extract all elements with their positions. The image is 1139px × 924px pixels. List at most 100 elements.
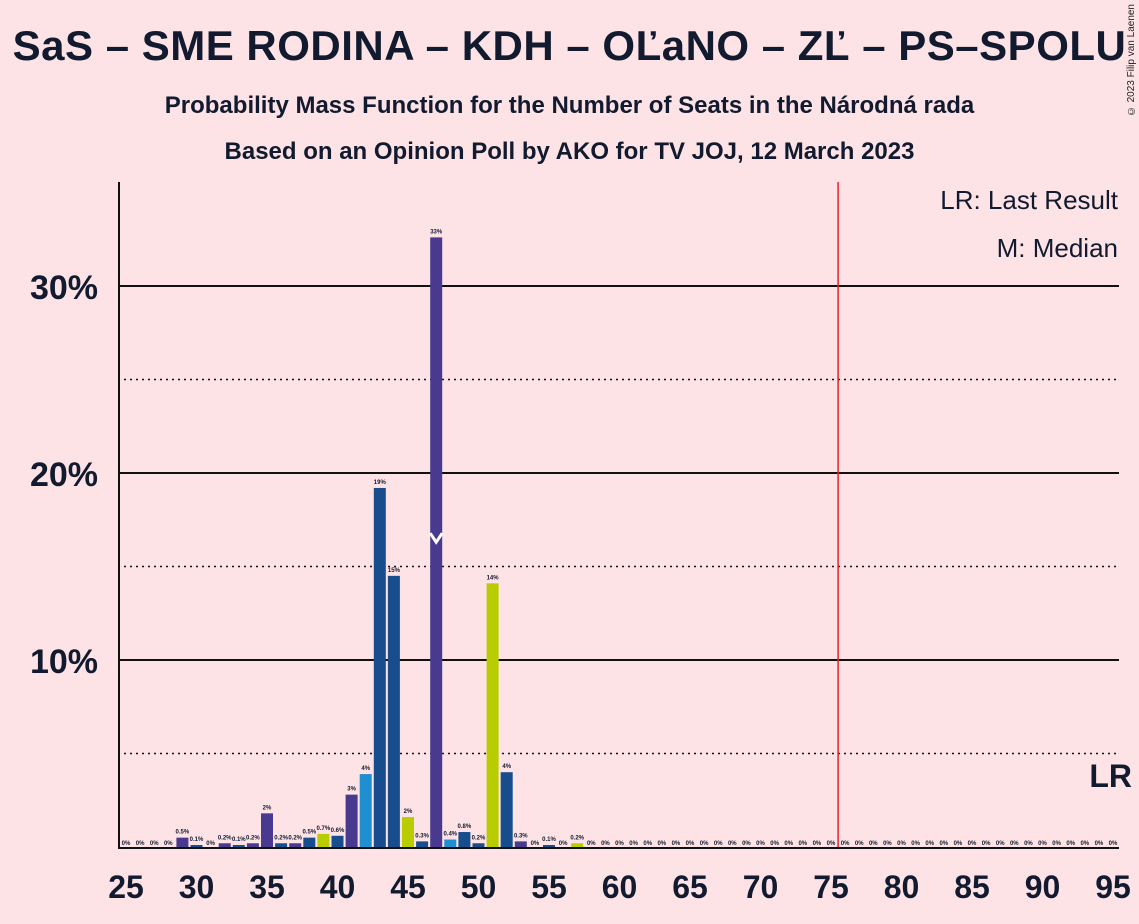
- bar-data-label: 0%: [883, 841, 892, 847]
- bar-data-label: 0.1%: [542, 837, 556, 843]
- bar-data-label: 0.8%: [458, 824, 472, 830]
- y-tick-label: 20%: [30, 456, 98, 494]
- bar-data-label: 0%: [1052, 841, 1061, 847]
- bar-data-label: 0.2%: [246, 835, 260, 841]
- bar-data-label: 0.2%: [218, 835, 232, 841]
- bar: [472, 843, 485, 847]
- bar-data-label: 0.3%: [514, 833, 528, 839]
- bar-data-label: 4%: [502, 764, 511, 770]
- median-marker: [428, 532, 444, 545]
- bar: [359, 774, 372, 847]
- bar-data-label: 0%: [164, 841, 173, 847]
- x-tick-label: 50: [461, 869, 497, 905]
- bar-data-label: 0%: [742, 841, 751, 847]
- bar: [444, 839, 457, 847]
- bar-data-label: 0%: [1038, 841, 1047, 847]
- bar-data-label: 0%: [601, 841, 610, 847]
- bar-data-label: 19%: [374, 480, 387, 486]
- bar-data-label: 0%: [714, 841, 723, 847]
- bar-data-label: 0%: [855, 841, 864, 847]
- x-tick-label: 65: [672, 869, 708, 905]
- bar-data-label: 0.2%: [274, 835, 288, 841]
- bar: [571, 843, 584, 847]
- bar: [317, 833, 330, 847]
- bar-data-label: 0%: [911, 841, 920, 847]
- x-tick-label: 35: [249, 869, 285, 905]
- bar: [331, 835, 344, 847]
- x-tick-label: 75: [813, 869, 849, 905]
- bar: [543, 845, 555, 847]
- bar-data-label: 0%: [939, 841, 948, 847]
- x-tick-label: 60: [602, 869, 638, 905]
- x-tick-label: 45: [390, 869, 426, 905]
- x-tick-label: 55: [531, 869, 567, 905]
- bar-data-label: 4%: [361, 766, 370, 772]
- bar-data-label: 0%: [686, 841, 695, 847]
- bar: [387, 575, 400, 847]
- bar-data-label: 0%: [657, 841, 666, 847]
- bar-data-label: 0%: [756, 841, 765, 847]
- x-tick-label: 40: [320, 869, 356, 905]
- bar-data-label: 0%: [700, 841, 709, 847]
- y-tick-label: 10%: [30, 643, 98, 681]
- x-tick-label: 30: [179, 869, 215, 905]
- bar: [190, 845, 203, 847]
- legend-median: M: Median: [997, 233, 1118, 263]
- bar-data-label: 0%: [869, 841, 878, 847]
- chart-subtitle: Probability Mass Function for the Number…: [164, 92, 975, 119]
- bar-data-label: 0%: [150, 841, 159, 847]
- bar-data-label: 0%: [136, 841, 145, 847]
- bar-data-label: 0%: [1080, 841, 1089, 847]
- chart-source-line: Based on an Opinion Poll by AKO for TV J…: [224, 138, 915, 165]
- bar: [373, 487, 386, 847]
- bar-data-label: 0%: [770, 841, 779, 847]
- bar-data-label: 0%: [968, 841, 977, 847]
- x-tick-label: 90: [1025, 869, 1061, 905]
- bar: [514, 841, 527, 847]
- bar-data-label: 0.5%: [176, 830, 190, 836]
- bar-data-label: 0.1%: [190, 837, 204, 843]
- bar-data-label: 2%: [263, 805, 272, 811]
- bar-data-label: 0%: [1109, 841, 1118, 847]
- bar-data-label: 0%: [559, 841, 568, 847]
- bar-data-label: 0%: [982, 841, 991, 847]
- bar: [261, 813, 273, 847]
- bar-data-label: 33%: [430, 229, 443, 235]
- bar-data-label: 0%: [206, 841, 215, 847]
- bar: [486, 583, 499, 847]
- bar-data-label: 15%: [388, 568, 401, 574]
- bar: [500, 772, 513, 847]
- x-tick-label: 80: [884, 869, 920, 905]
- bar-data-label: 0.2%: [472, 835, 486, 841]
- x-tick-label: 95: [1095, 869, 1131, 905]
- bar: [218, 843, 231, 847]
- bar-data-label: 0%: [122, 841, 131, 847]
- bar-data-label: 0.1%: [232, 837, 246, 843]
- x-tick-label: 70: [743, 869, 779, 905]
- bar-data-label: 0%: [587, 841, 596, 847]
- bar: [246, 843, 259, 847]
- bar-data-label: 0%: [897, 841, 906, 847]
- bar-data-label: 0%: [728, 841, 737, 847]
- bar-data-label: 0%: [798, 841, 807, 847]
- bar-data-label: 0%: [1010, 841, 1019, 847]
- bar-data-label: 0%: [629, 841, 638, 847]
- bar-data-label: 0%: [531, 841, 540, 847]
- bar-data-label: 0.3%: [415, 833, 429, 839]
- chart-title: SaS – SME RODINA – KDH – OĽaNO – ZĽ – PS…: [12, 22, 1127, 69]
- bar: [345, 794, 358, 847]
- bar-data-label: 0%: [672, 841, 681, 847]
- bar-data-label: 2%: [404, 809, 413, 815]
- bar-data-label: 0%: [954, 841, 963, 847]
- bar-data-label: 0%: [1024, 841, 1033, 847]
- bar-data-label: 0%: [1066, 841, 1075, 847]
- bar-data-label: 0.2%: [570, 835, 584, 841]
- bar: [402, 817, 414, 847]
- bar-data-label: 0%: [643, 841, 652, 847]
- bar-data-label: 0%: [615, 841, 624, 847]
- bar-data-label: 0%: [813, 841, 822, 847]
- bar-data-label: 0.6%: [331, 828, 345, 834]
- bar: [232, 845, 245, 847]
- bar-data-label: 0%: [996, 841, 1005, 847]
- bar-data-label: 0.5%: [302, 830, 316, 836]
